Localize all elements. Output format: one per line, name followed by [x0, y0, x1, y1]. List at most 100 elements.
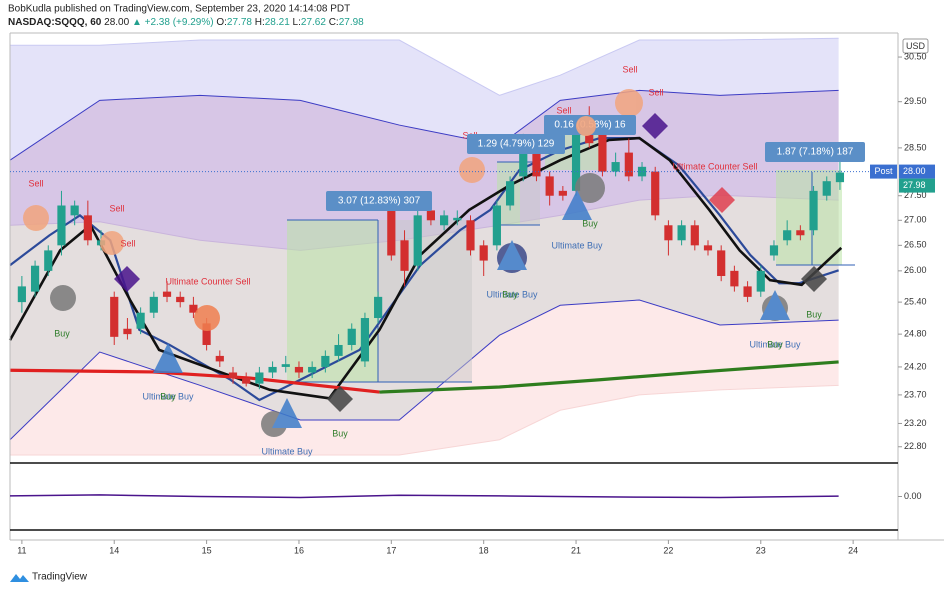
annotation: Buy	[806, 309, 822, 319]
close: 27.98	[339, 17, 364, 28]
candle-body	[162, 291, 172, 297]
candle-body	[387, 210, 396, 256]
x-tick-label: 24	[848, 545, 858, 555]
band-fill	[10, 300, 839, 455]
signal-circle	[23, 205, 49, 231]
signal-diamond	[642, 113, 668, 139]
candle-body	[83, 215, 92, 241]
annotation: Sell	[648, 87, 663, 97]
signal-triangle	[272, 398, 302, 428]
candle-body	[532, 147, 541, 177]
signal-diamond	[327, 386, 353, 412]
candle-body	[374, 296, 383, 319]
candle-body	[822, 181, 831, 196]
candle-body	[30, 265, 40, 292]
candle-body	[440, 215, 449, 226]
candle-body	[136, 312, 145, 329]
annotation: Ultimate Buy	[551, 240, 603, 250]
annotation: Sell	[28, 178, 43, 188]
signal-triangle	[497, 240, 527, 270]
x-tick-label: 11	[17, 545, 26, 555]
y-tick-label: 23.70	[904, 389, 927, 399]
annotation: Sell	[109, 203, 124, 213]
candle-body	[426, 210, 435, 221]
annotation: Buy	[502, 289, 518, 299]
candle-body	[70, 205, 79, 216]
y-tick-label: 29.50	[904, 96, 927, 106]
candle-body	[505, 181, 515, 206]
signal-circle	[615, 89, 643, 117]
candle-body	[413, 215, 422, 266]
footer: TradingView	[10, 572, 88, 583]
low: 27.62	[301, 17, 326, 28]
x-tick-label: 18	[479, 545, 489, 555]
candle-body	[743, 286, 752, 297]
annotation: Buy	[582, 218, 598, 228]
candle-body	[281, 364, 290, 367]
currency: USD	[906, 41, 926, 51]
measure-box	[765, 142, 865, 162]
y-tick-label: 23.20	[904, 418, 927, 428]
post-price-box	[899, 164, 935, 179]
annotation: Ultimate Buy	[142, 391, 194, 401]
indicator-line	[9, 368, 380, 394]
candle-body	[809, 190, 818, 231]
y-tick-label: 28.50	[904, 142, 927, 152]
logo	[10, 574, 29, 582]
x-tick-label: 23	[756, 545, 766, 555]
y-tick-label: 22.80	[904, 441, 927, 451]
c-label: C:	[329, 17, 339, 28]
candle-body	[664, 225, 673, 241]
candle-body	[756, 270, 765, 292]
candle-body	[17, 286, 26, 303]
high: 28.21	[265, 17, 290, 28]
candle-body	[571, 129, 581, 191]
candle-body	[308, 366, 317, 373]
currency-box	[902, 38, 929, 54]
band-fill	[10, 38, 839, 161]
y-tick-label: 26.50	[904, 240, 927, 250]
candle-body	[624, 152, 633, 177]
candle-body	[228, 372, 238, 379]
annotation: Sell	[556, 105, 571, 115]
signal-circle	[50, 285, 76, 311]
candle-body	[730, 270, 739, 287]
candle-body	[492, 205, 501, 246]
change: ▲ +2.38 (+9.29%)	[132, 17, 214, 28]
measure-labels: 3.07 (12.83%) 307 1.29 (4.79%) 129 0.16 …	[326, 115, 865, 211]
candle-body	[57, 205, 66, 246]
x-tick-label: 17	[386, 545, 396, 555]
osc-tick-label: 0.00	[904, 491, 922, 501]
x-tick-label: 21	[571, 545, 581, 555]
measure-label: 1.29 (4.79%) 129	[478, 139, 555, 150]
last-price-box	[899, 178, 935, 193]
annotations: Sell Sell Sell Ultimate Counter Sell Buy…	[28, 64, 822, 456]
signal-triangle	[760, 290, 790, 320]
candle-body	[360, 318, 370, 362]
candle-body	[453, 217, 462, 221]
candle-body	[334, 344, 343, 356]
candle-body	[294, 366, 304, 373]
candle-body	[651, 171, 660, 216]
annotation: Ultimate Buy	[486, 289, 538, 299]
signal-circle	[575, 173, 605, 203]
x-tick-label: 15	[202, 545, 212, 555]
y-tick-label: 25.40	[904, 296, 927, 306]
y-tick-label: 24.20	[904, 361, 927, 371]
y-tick-label: 27.50	[904, 190, 927, 200]
x-tick-label: 14	[109, 545, 119, 555]
candle-body	[783, 230, 792, 241]
post-badge	[870, 164, 897, 179]
signal-circle	[100, 231, 124, 255]
oscillator-line	[9, 494, 839, 499]
candle-body	[769, 245, 779, 256]
candle-body	[44, 250, 53, 271]
signal-diamond	[114, 266, 140, 292]
candle-body	[519, 138, 528, 177]
candle-body	[255, 372, 264, 384]
band-edge	[9, 89, 839, 161]
candle-body	[215, 355, 224, 362]
annotation: Buy	[54, 328, 70, 338]
candle-body	[242, 378, 251, 384]
signal-triangle	[562, 190, 592, 220]
